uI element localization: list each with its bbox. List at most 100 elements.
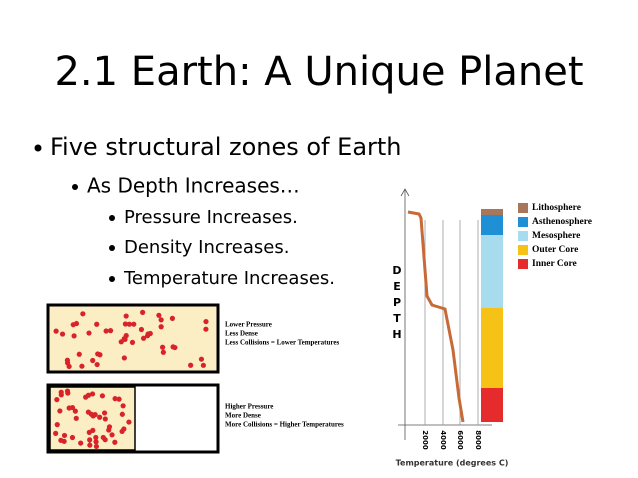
particle bbox=[72, 408, 78, 414]
legend-swatch bbox=[518, 231, 528, 241]
particle bbox=[78, 440, 84, 446]
particle bbox=[140, 335, 147, 341]
particle bbox=[54, 397, 60, 403]
particle bbox=[102, 416, 108, 422]
particle bbox=[203, 326, 209, 332]
particle bbox=[79, 363, 85, 369]
title: 2.1 Earth: A Unique Planet bbox=[54, 49, 583, 95]
particle bbox=[93, 443, 100, 450]
particle bbox=[85, 409, 92, 415]
particle bbox=[112, 396, 118, 402]
depth-letter: D bbox=[392, 264, 401, 277]
bullet-dot bbox=[34, 144, 42, 152]
particle bbox=[140, 309, 146, 315]
particle bbox=[99, 393, 106, 399]
bullet-text: Five structural zones of Earth bbox=[50, 133, 402, 161]
legend-label: Outer Core bbox=[532, 245, 578, 255]
particle bbox=[119, 411, 125, 417]
depth-letter: P bbox=[393, 296, 401, 309]
particle bbox=[71, 333, 77, 339]
particle bbox=[188, 362, 194, 368]
particle bbox=[144, 333, 151, 339]
particle bbox=[66, 363, 72, 370]
depth-letter: T bbox=[393, 312, 401, 325]
bullet-text: As Depth Increases… bbox=[87, 174, 300, 198]
particle bbox=[198, 356, 205, 362]
legend-swatch bbox=[518, 217, 528, 227]
particle bbox=[61, 432, 68, 439]
bullet-dot bbox=[109, 276, 115, 282]
particle bbox=[109, 432, 115, 438]
particle bbox=[119, 428, 125, 435]
particle bbox=[158, 324, 164, 330]
legend-swatch bbox=[518, 203, 528, 213]
particle bbox=[94, 321, 100, 327]
particle bbox=[69, 434, 76, 441]
diagram-axes bbox=[398, 188, 492, 440]
zone-outer-core bbox=[481, 308, 503, 388]
x-tick-label: 8000 bbox=[474, 430, 482, 450]
particle bbox=[87, 437, 93, 443]
legend-swatch bbox=[518, 259, 528, 269]
legend-label: Asthenosphere bbox=[532, 217, 592, 227]
particle bbox=[90, 357, 96, 364]
particle bbox=[59, 331, 66, 337]
box-label: Lower Pressure bbox=[225, 321, 272, 329]
particle bbox=[53, 430, 59, 436]
grid bbox=[424, 220, 479, 425]
x-axis-label: Temperature (degrees C) bbox=[396, 459, 509, 468]
particle bbox=[93, 434, 99, 441]
bullet-text: Temperature Increases. bbox=[123, 268, 335, 289]
particle bbox=[159, 344, 166, 350]
depth-letter: H bbox=[392, 328, 401, 341]
particle bbox=[54, 422, 60, 428]
depth-letter: E bbox=[393, 280, 401, 293]
zone-lithosphere bbox=[481, 209, 503, 215]
particle bbox=[103, 328, 109, 334]
zone-inner-core bbox=[481, 388, 503, 422]
particle bbox=[100, 434, 106, 441]
particle bbox=[129, 339, 136, 346]
particle bbox=[200, 362, 206, 368]
box-label: More Collisions = Higher Temperatures bbox=[225, 421, 344, 429]
particle bbox=[160, 349, 166, 355]
particle bbox=[93, 439, 99, 445]
particle bbox=[76, 351, 82, 357]
bullet-text: Pressure Increases. bbox=[124, 207, 298, 228]
temperature-curve bbox=[407, 210, 465, 423]
legend-label: Lithosphere bbox=[532, 203, 581, 213]
particle bbox=[123, 333, 129, 339]
particle bbox=[107, 328, 114, 334]
legend-label: Mesosphere bbox=[532, 231, 580, 241]
bullet-dot bbox=[72, 184, 78, 190]
box-label: Higher Pressure bbox=[225, 403, 273, 411]
bullet-text: Density Increases. bbox=[124, 237, 289, 258]
particle bbox=[156, 312, 162, 318]
particle bbox=[131, 321, 137, 327]
particle bbox=[57, 408, 63, 414]
particle bbox=[58, 392, 64, 398]
particle bbox=[120, 403, 126, 409]
particle bbox=[101, 410, 108, 416]
bullet-dot bbox=[109, 245, 115, 251]
particle bbox=[97, 414, 103, 420]
particle bbox=[86, 330, 92, 336]
particle bbox=[73, 415, 79, 421]
legend-swatch bbox=[518, 245, 528, 255]
particle bbox=[169, 315, 175, 321]
particle bbox=[170, 344, 176, 350]
particle bbox=[73, 320, 80, 327]
y-arrow bbox=[400, 188, 410, 197]
particle bbox=[64, 388, 71, 394]
particle bbox=[116, 396, 122, 402]
zone-mesosphere bbox=[481, 235, 503, 308]
particle bbox=[158, 317, 164, 323]
particle bbox=[87, 442, 93, 448]
x-tick-label: 6000 bbox=[456, 430, 464, 450]
particle bbox=[90, 413, 96, 419]
particle bbox=[89, 391, 96, 397]
particle bbox=[66, 405, 72, 411]
particle bbox=[94, 361, 100, 368]
box-low bbox=[46, 303, 220, 374]
